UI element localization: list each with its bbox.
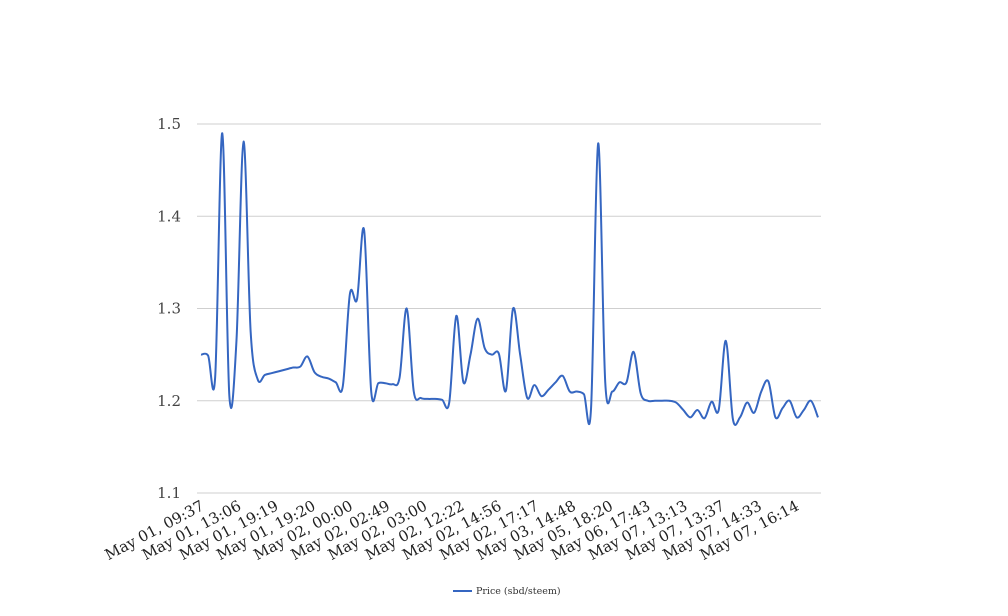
legend-label: Price (sbd/steem) [476, 586, 561, 597]
y-tick-label: 1.5 [157, 115, 181, 133]
series-lines [200, 132, 819, 426]
series-line-price [200, 132, 819, 426]
y-tick-label: 1.2 [157, 392, 181, 410]
y-tick-label: 1.1 [157, 484, 181, 502]
y-tick-label: 1.4 [157, 207, 181, 225]
y-tick-label: 1.3 [157, 300, 181, 318]
legend: Price (sbd/steem) [453, 586, 561, 597]
y-axis-tick-labels: 1.1 1.2 1.3 1.4 1.5 [157, 115, 181, 502]
gridlines [197, 123, 821, 494]
